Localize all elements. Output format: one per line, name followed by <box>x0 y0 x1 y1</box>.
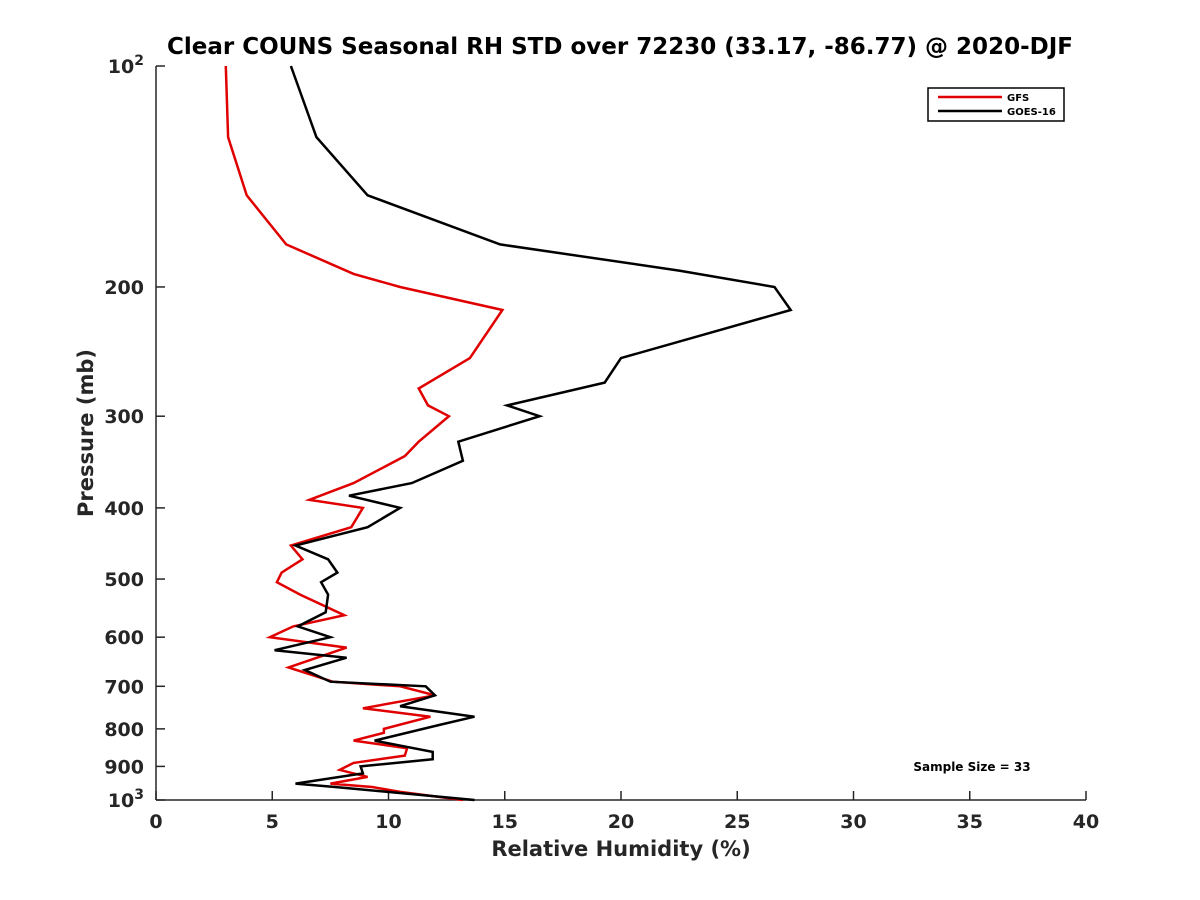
x-axis-label: Relative Humidity (%) <box>491 837 750 861</box>
sample-size-annotation: Sample Size = 33 <box>913 760 1030 774</box>
series-line-goes16 <box>274 65 793 802</box>
data-series <box>224 65 793 802</box>
x-tick-label: 25 <box>724 811 750 833</box>
legend-label-goes16: GOES-16 <box>1007 107 1056 118</box>
y-tick-label: 600 <box>104 627 144 649</box>
x-axis-ticks: 0 5 10 15 20 25 30 35 40 <box>149 791 1099 833</box>
x-tick-label: 20 <box>608 811 634 833</box>
y-axis-label: Pressure (mb) <box>74 349 98 517</box>
x-tick-label: 15 <box>492 811 518 833</box>
x-tick-label: 40 <box>1073 811 1099 833</box>
chart-title: Clear COUNS Seasonal RH STD over 72230 (… <box>167 34 1073 60</box>
series-line-gfs <box>224 65 505 802</box>
legend-box <box>927 87 1065 122</box>
legend-label-gfs: GFS <box>1007 93 1029 104</box>
x-tick-label: 10 <box>375 811 401 833</box>
y-tick-label: 200 <box>104 277 144 299</box>
x-tick-label: 30 <box>840 811 866 833</box>
legend: GFS GOES-16 <box>927 87 1065 122</box>
y-tick-label: 400 <box>104 498 144 520</box>
x-tick-label: 5 <box>266 811 279 833</box>
y-tick-label: 700 <box>104 676 144 698</box>
x-tick-label: 35 <box>957 811 983 833</box>
y-axis-ticks: 200 300 400 500 600 700 800 900 102 103 <box>104 53 165 812</box>
y-tick-label: 500 <box>104 569 144 591</box>
y-tick-label-power: 103 <box>108 787 144 812</box>
y-tick-label: 300 <box>104 406 144 428</box>
y-tick-label-power: 102 <box>108 53 144 78</box>
y-tick-label: 800 <box>104 719 144 741</box>
y-tick-label: 900 <box>104 756 144 778</box>
x-tick-label: 0 <box>149 811 162 833</box>
